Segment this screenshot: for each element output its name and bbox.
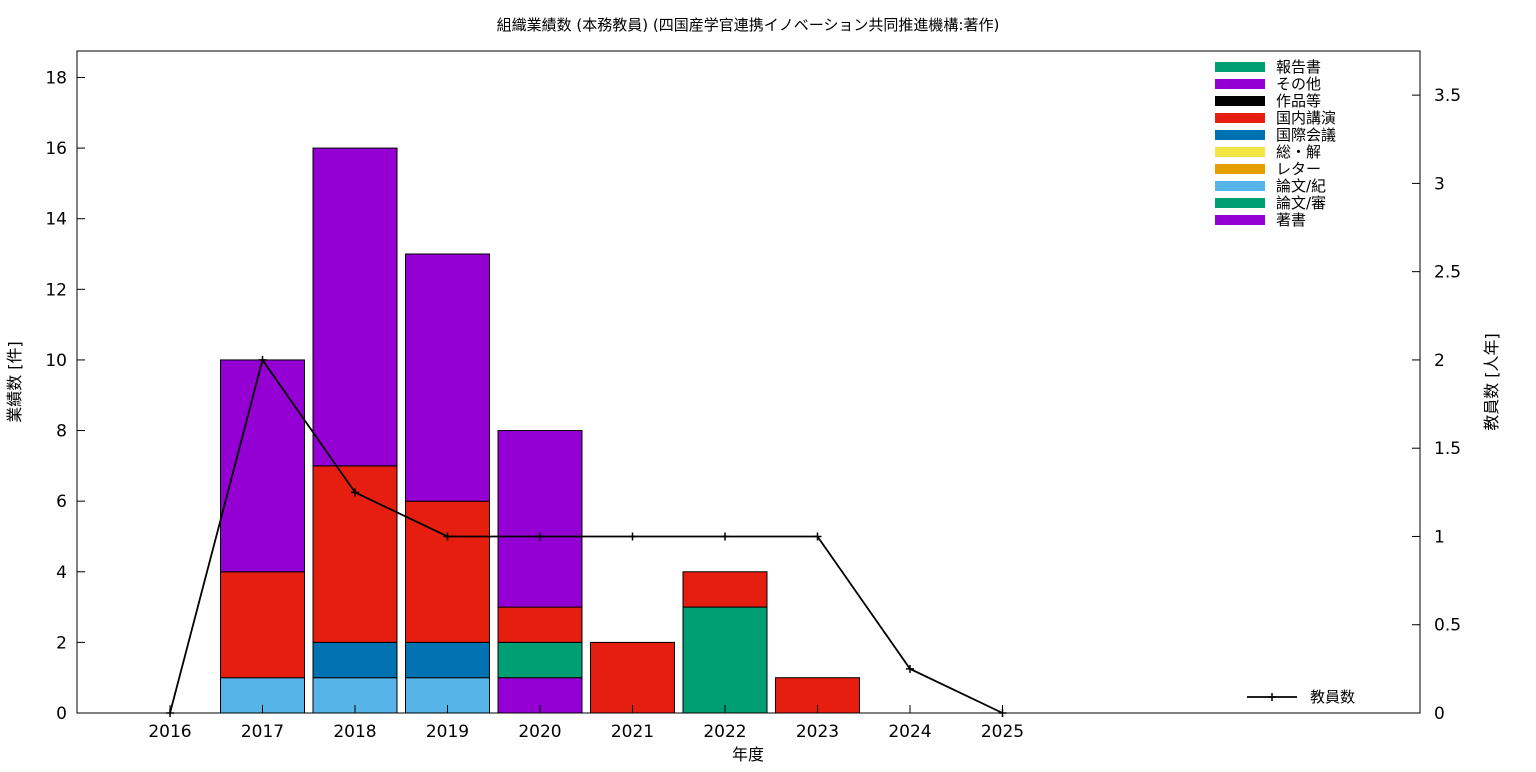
legend-label: 論文/審 xyxy=(1276,194,1326,212)
bar-2020-series-8 xyxy=(497,430,583,608)
bar-2017-series-8 xyxy=(220,359,305,573)
x-tick-label: 2023 xyxy=(796,722,839,742)
bar-2019-series-6 xyxy=(405,500,490,643)
line-point-2023 xyxy=(813,532,822,541)
legend-swatch xyxy=(1215,147,1265,157)
legend-label: 報告書 xyxy=(1276,58,1321,76)
legend-line-marker xyxy=(1268,693,1276,701)
x-tick-label: 2024 xyxy=(888,722,931,742)
y2-tick-label: 1.5 xyxy=(1434,439,1461,459)
y-tick-label: 10 xyxy=(45,351,67,371)
bars-layer xyxy=(220,147,860,714)
x-tick-label: 2021 xyxy=(611,722,654,742)
ticks-layer: 0 2 4 6 8 10 12 14 16 18 0 0.5 1 1.5 2 2.5 3 3.5 2016 2017 2… xyxy=(45,68,1461,742)
legend-label: 国内講演 xyxy=(1276,109,1336,127)
plot-frame xyxy=(76,50,1421,714)
y2-tick-label: 3.5 xyxy=(1434,86,1461,106)
y2-axis-label: 教員数 [人年] xyxy=(1482,333,1501,431)
legend-swatch xyxy=(1215,79,1265,89)
x-tick-label: 2019 xyxy=(426,722,469,742)
line-point-2017 xyxy=(258,355,267,364)
legend-label: 論文/紀 xyxy=(1276,177,1326,195)
legend-swatch xyxy=(1215,62,1265,72)
y2-tick-label: 0 xyxy=(1434,704,1445,724)
y-tick-label: 0 xyxy=(56,704,67,724)
x-axis-label: 年度 xyxy=(732,745,764,764)
line-point-2024 xyxy=(906,664,914,673)
legend-label: 国際会議 xyxy=(1276,126,1336,144)
chart-title: 組織業績数 (本務教員) (四国産学官連携イノベーション共同推進機構:著作) xyxy=(497,16,1000,34)
line-point-2022 xyxy=(721,532,729,541)
bar-2020-series-1 xyxy=(497,641,583,679)
bar-2021-series-6 xyxy=(590,641,675,714)
legend-swatch xyxy=(1215,198,1265,208)
y-tick-label: 16 xyxy=(45,139,67,159)
x-tick-label: 2025 xyxy=(981,722,1024,742)
y-tick-label: 6 xyxy=(56,492,67,512)
legend-swatch xyxy=(1215,130,1265,140)
y-tick-label: 2 xyxy=(56,633,67,653)
legend-label: レター xyxy=(1276,160,1321,178)
line-point-2020 xyxy=(536,532,544,541)
y2-tick-label: 3 xyxy=(1434,174,1445,194)
legend-label: 著書 xyxy=(1276,211,1306,229)
x-tick-label: 2020 xyxy=(518,722,561,742)
x-tick-label: 2018 xyxy=(333,722,376,742)
y2-tick-label: 2 xyxy=(1434,351,1445,371)
y-axis-label: 業績数 [件] xyxy=(5,341,24,423)
bar-2022-series-1 xyxy=(682,606,768,714)
bar-2017-series-6 xyxy=(220,571,305,679)
legend-swatch xyxy=(1215,215,1265,225)
legend-swatch xyxy=(1215,164,1265,174)
legend-label: その他 xyxy=(1276,75,1321,93)
legend-swatch xyxy=(1215,96,1265,106)
bar-2018-series-8 xyxy=(312,147,398,467)
line-series-path xyxy=(169,357,1003,714)
y2-tick-label: 1 xyxy=(1434,527,1445,547)
y-tick-label: 4 xyxy=(56,563,67,583)
y-tick-label: 12 xyxy=(45,280,67,300)
legend-label: 作品等 xyxy=(1276,92,1321,110)
line-point-2021 xyxy=(628,532,637,541)
x-tick-label: 2016 xyxy=(148,722,191,742)
legend-line-label: 教員数 xyxy=(1310,688,1355,706)
line-point-2019 xyxy=(443,532,452,541)
bar-2020-series-6 xyxy=(497,606,583,643)
legend-label: 総・解 xyxy=(1276,143,1321,161)
bar-2019-series-5 xyxy=(405,641,490,679)
y-tick-label: 14 xyxy=(45,210,67,230)
x-tick-label: 2022 xyxy=(703,722,746,742)
bar-2022-series-6 xyxy=(682,571,768,608)
legend-swatch xyxy=(1215,181,1265,191)
y2-tick-label: 0.5 xyxy=(1434,616,1461,636)
bar-2019-series-8 xyxy=(405,253,490,502)
y-tick-label: 18 xyxy=(45,68,67,88)
legend-swatch xyxy=(1215,113,1265,123)
y2-tick-label: 2.5 xyxy=(1434,263,1461,283)
line-point-2018 xyxy=(351,488,359,497)
y-tick-label: 8 xyxy=(56,422,67,442)
x-tick-label: 2017 xyxy=(241,722,284,742)
bar-2018-series-5 xyxy=(312,641,398,679)
